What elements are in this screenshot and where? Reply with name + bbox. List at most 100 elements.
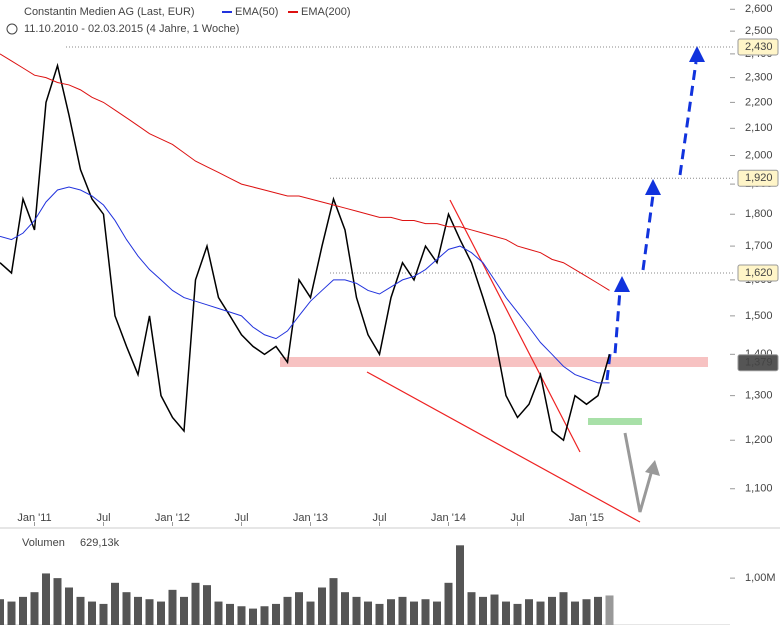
- volume-bar: [318, 587, 326, 625]
- y-tick-label: 2,000: [745, 149, 773, 161]
- volume-bar: [249, 608, 257, 625]
- arrow-head: [614, 276, 630, 292]
- resistance-band: [280, 357, 708, 367]
- legend: EMA(50) EMA(200): [222, 6, 351, 18]
- x-tick-label: Jan '13: [293, 512, 328, 524]
- volume-bar: [191, 582, 200, 625]
- volume-bar: [433, 601, 441, 625]
- forecast-arrow: [678, 61, 698, 176]
- volume-bar: [272, 603, 280, 625]
- x-tick-label: Jan '12: [155, 512, 190, 524]
- volume-bar: [65, 587, 73, 625]
- forecast-arrow: [641, 194, 655, 271]
- x-tick-label: Jul: [234, 512, 248, 524]
- y-tick-label: 1,200: [745, 434, 773, 446]
- x-tick-label: Jan '14: [431, 512, 466, 524]
- series-line: [0, 62, 611, 442]
- volume-bar: [387, 599, 395, 625]
- volume-bar: [536, 601, 545, 625]
- y-tick-label: 1,300: [745, 390, 773, 402]
- volume-bar: [571, 601, 579, 625]
- x-tick-label: Jan '15: [569, 512, 604, 524]
- y-tick-label: 1,800: [745, 208, 773, 220]
- volume-bar: [53, 578, 62, 625]
- volume-last: 629,13k: [80, 537, 120, 549]
- volume-bar: [456, 545, 464, 625]
- volume-bar: [502, 601, 510, 625]
- volume-bar: [7, 601, 16, 625]
- support-box: [588, 418, 642, 425]
- volume-bar: [157, 601, 165, 625]
- series-line: [0, 53, 610, 291]
- volume-bar: [76, 596, 85, 625]
- volume-bar: [214, 601, 223, 625]
- level-label: 1,920: [745, 172, 773, 184]
- level-label: 1,620: [745, 267, 773, 279]
- volume-bar: [260, 606, 269, 625]
- y-tick-label: 2,600: [745, 3, 773, 15]
- y-tick-label: 1,700: [745, 240, 773, 252]
- volume-tick-label: 1,00M: [745, 572, 776, 584]
- level-box: [737, 169, 779, 187]
- volume-bar: [375, 603, 384, 625]
- volume-bar: [145, 599, 154, 625]
- volume-bar: [203, 585, 211, 625]
- arrow-head: [645, 460, 660, 476]
- volume-bar: [490, 594, 499, 625]
- volume-bar: [329, 578, 338, 625]
- volume-bar: [122, 592, 131, 625]
- volume-bar: [513, 603, 522, 625]
- volume-bar: [283, 596, 292, 625]
- volume-bar: [168, 589, 177, 625]
- volume-bar: [0, 599, 4, 625]
- level-label: 2,430: [745, 41, 773, 53]
- volume-bar: [444, 582, 453, 625]
- volume-bar: [111, 582, 119, 625]
- volume-bar: [605, 595, 614, 625]
- y-tick-label: 2,300: [745, 72, 773, 84]
- volume-bar: [594, 596, 602, 625]
- level-label: 1,379: [745, 357, 773, 369]
- level-box: [737, 354, 779, 372]
- volume-bar: [352, 596, 361, 625]
- volume-bar: [479, 596, 487, 625]
- volume-bar: [364, 601, 372, 625]
- volume-bar: [134, 596, 142, 625]
- volume-bar: [582, 599, 591, 625]
- y-tick-label: 1,100: [745, 483, 773, 495]
- trend-line: [449, 199, 581, 453]
- volume-bar: [180, 596, 188, 625]
- arrow-head: [645, 179, 661, 195]
- x-tick-label: Jul: [510, 512, 524, 524]
- clock-icon: [6, 23, 18, 35]
- volume-bar: [559, 592, 568, 625]
- chart-title: Constantin Medien AG (Last, EUR): [24, 6, 195, 18]
- legend-label: EMA(50): [235, 6, 278, 18]
- volume-bar: [306, 601, 315, 625]
- volume-bar: [99, 603, 108, 625]
- volume-bar: [398, 596, 407, 625]
- volume-bar: [525, 599, 533, 625]
- x-tick-label: Jul: [96, 512, 110, 524]
- volume-bar: [88, 601, 96, 625]
- volume-title: Volumen: [22, 537, 65, 549]
- scenario-arrow: [623, 432, 654, 513]
- volume-bar: [237, 606, 246, 625]
- volume-bar: [548, 596, 556, 625]
- volume-bar: [30, 592, 39, 625]
- legend-label: EMA(200): [301, 6, 351, 18]
- volume-bar: [410, 601, 418, 625]
- arrow-head: [689, 46, 705, 62]
- y-tick-label: 1,500: [745, 310, 773, 322]
- volume-bar: [421, 599, 430, 625]
- subtitle: 11.10.2010 - 02.03.2015 (4 Jahre, 1 Woch…: [24, 23, 239, 35]
- volume-bar: [226, 603, 234, 625]
- x-tick-label: Jul: [372, 512, 386, 524]
- x-tick-label: Jan '11: [17, 512, 51, 524]
- volume-bar: [19, 596, 27, 625]
- series-line: [0, 186, 610, 384]
- y-tick-label: 2,500: [745, 25, 773, 37]
- trend-line: [366, 371, 641, 523]
